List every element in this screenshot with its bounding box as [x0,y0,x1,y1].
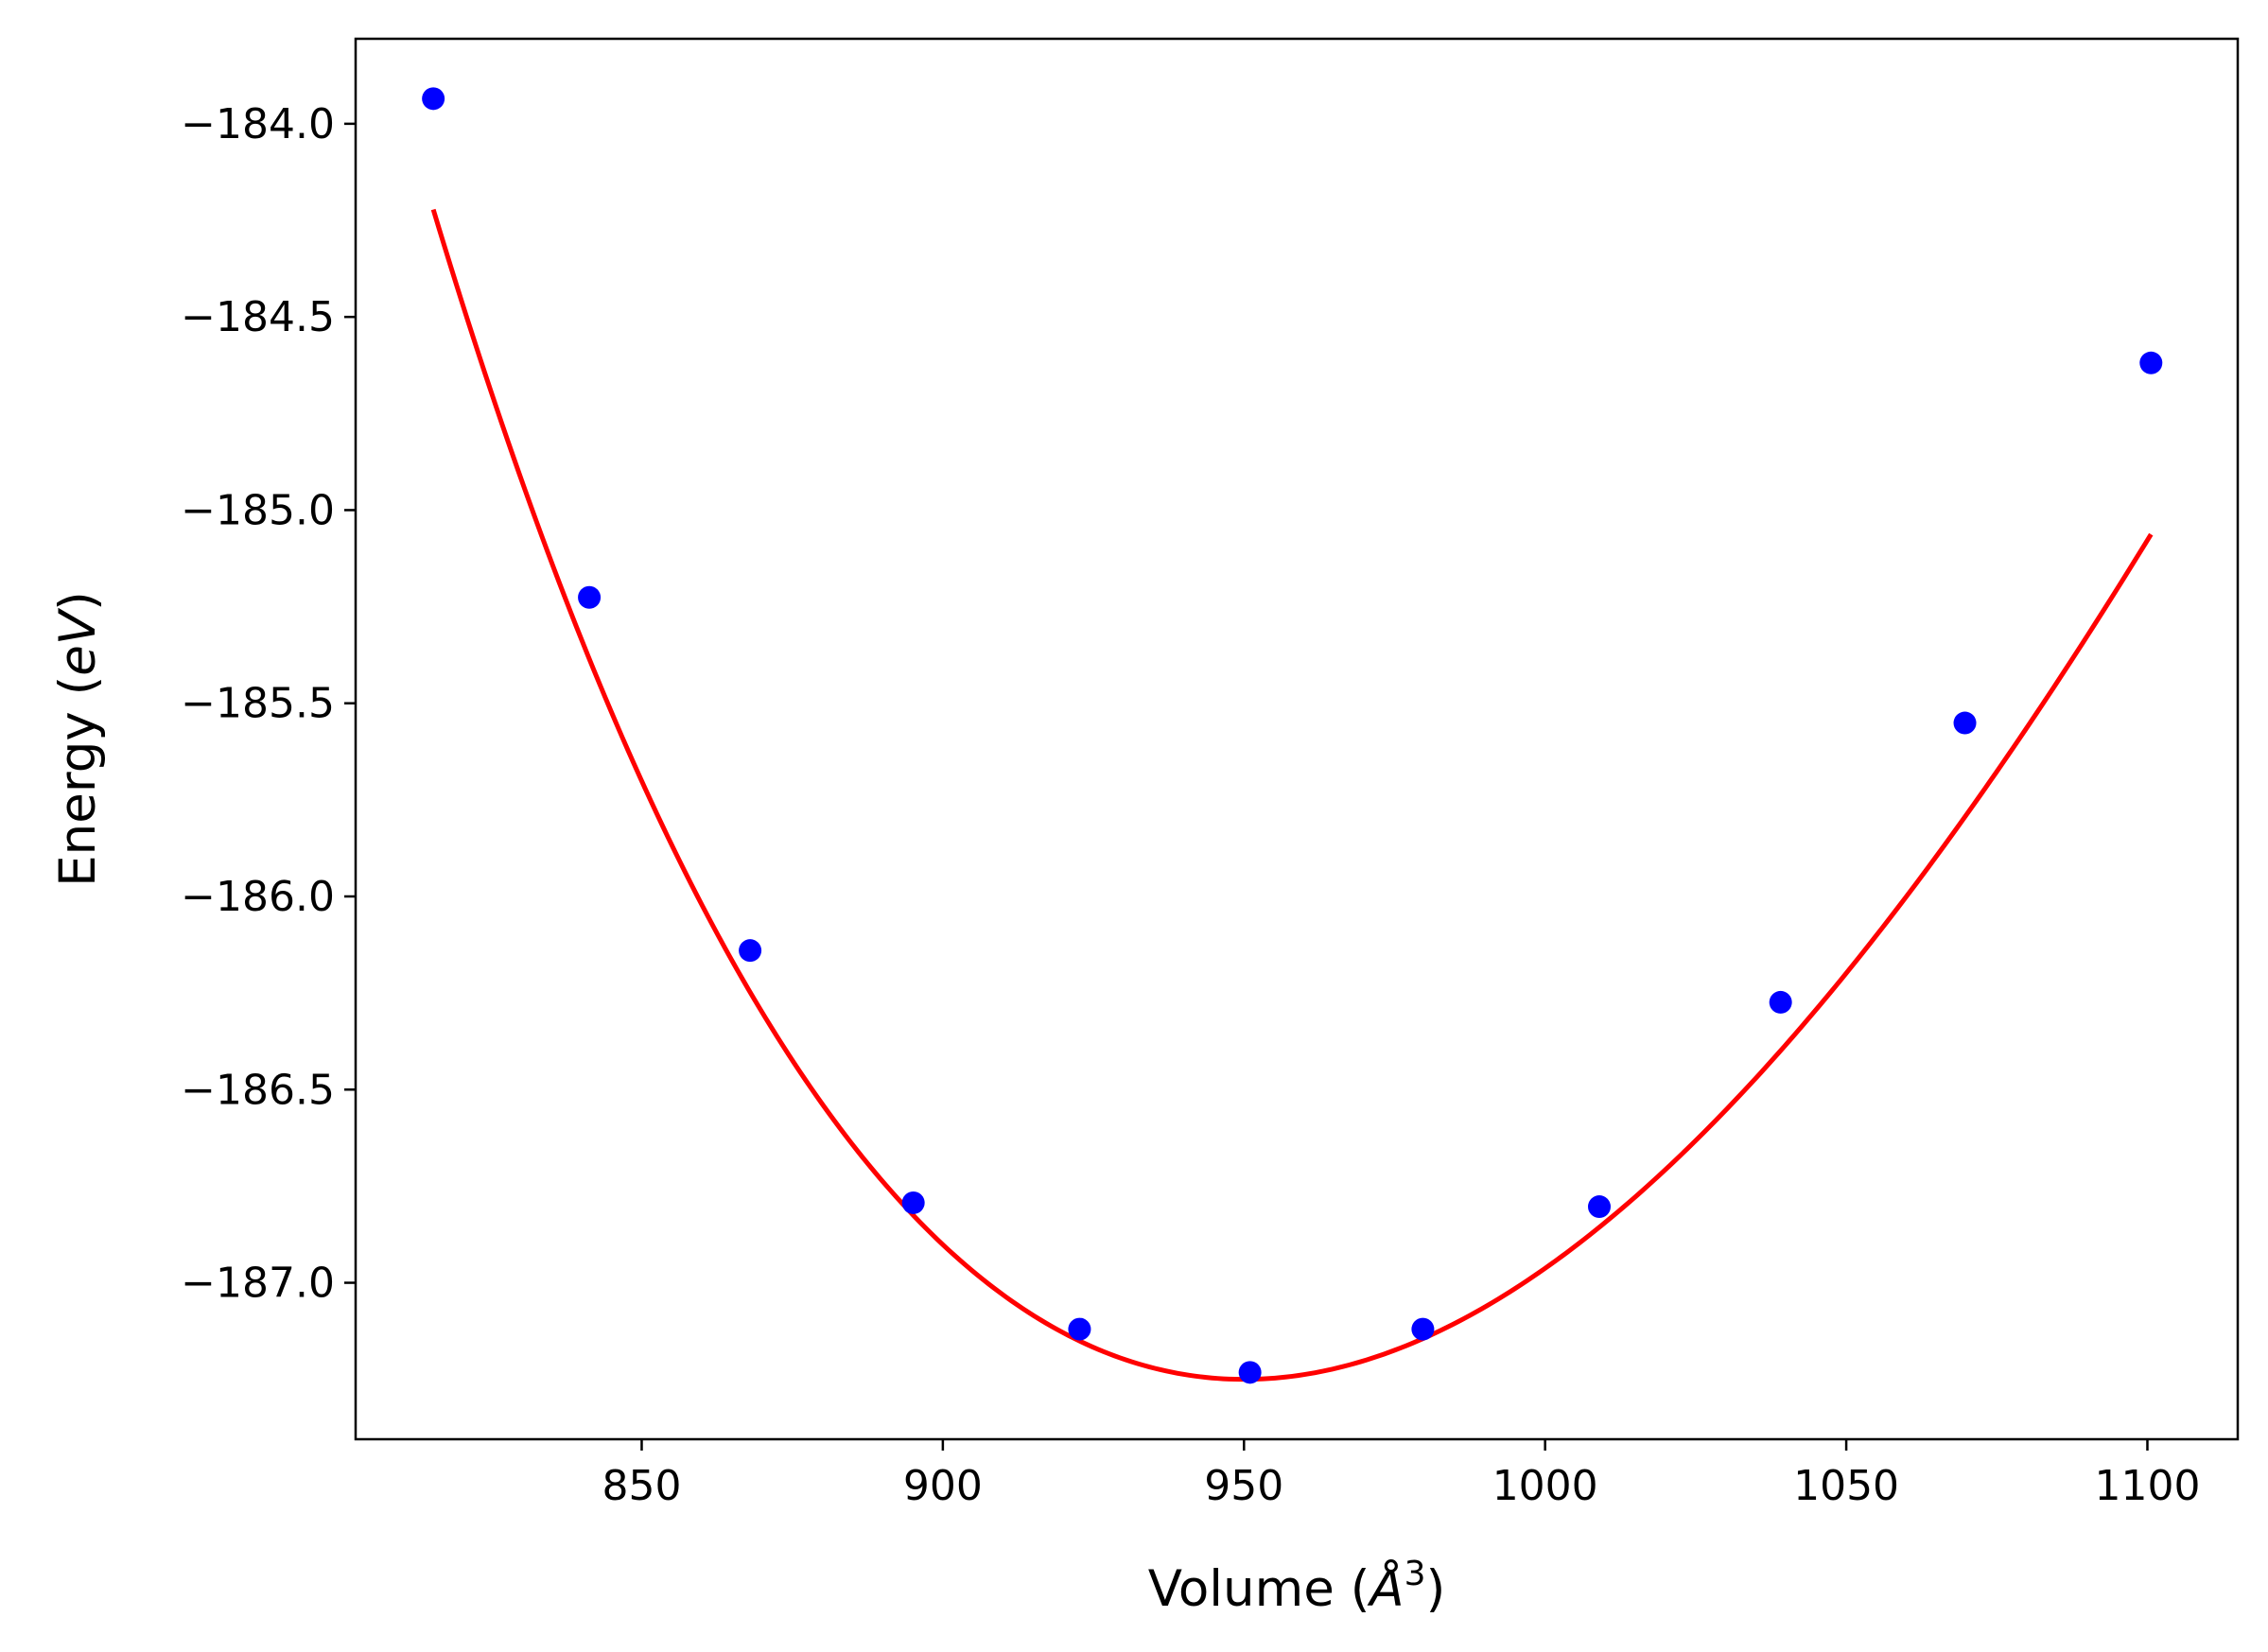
x-axis: 850 900 950 1000 1050 1100 [602,1439,2200,1510]
plot-area [422,87,2163,1384]
x-tick-label: 850 [602,1462,681,1510]
x-tick-label: 950 [1204,1462,1283,1510]
data-point [1953,711,1977,735]
data-point [739,939,762,963]
y-tick-label: −184.5 [181,293,335,341]
data-point [1238,1361,1262,1384]
y-tick-label: −184.0 [181,100,335,148]
data-point [1411,1317,1435,1341]
x-tick-label: 1050 [1793,1462,1899,1510]
fit-curve [430,208,2154,1382]
data-point [422,87,445,111]
data-point [2139,351,2163,374]
data-point [1769,990,1792,1014]
data-point [901,1191,925,1214]
x-tick-label: 1000 [1492,1462,1598,1510]
x-tick-label: 1100 [2094,1462,2200,1510]
y-tick-label: −187.0 [181,1260,335,1308]
y-tick-label: −186.5 [181,1066,335,1114]
data-point [1068,1317,1091,1341]
y-tick-label: −186.0 [181,873,335,921]
y-axis: −184.0 −184.5 −185.0 −185.5 −186.0 −186.5 −187… [181,100,356,1308]
y-tick-label: −185.0 [181,486,335,534]
y-axis-label: Energy (eV) [49,591,107,887]
y-tick-label: −185.5 [181,680,335,728]
axes-frame [354,37,2240,1441]
x-axis-label: Volume (Å3) [1148,1555,1446,1618]
x-tick-label: 900 [903,1462,983,1510]
data-point [1587,1195,1611,1219]
data-point [578,585,602,609]
